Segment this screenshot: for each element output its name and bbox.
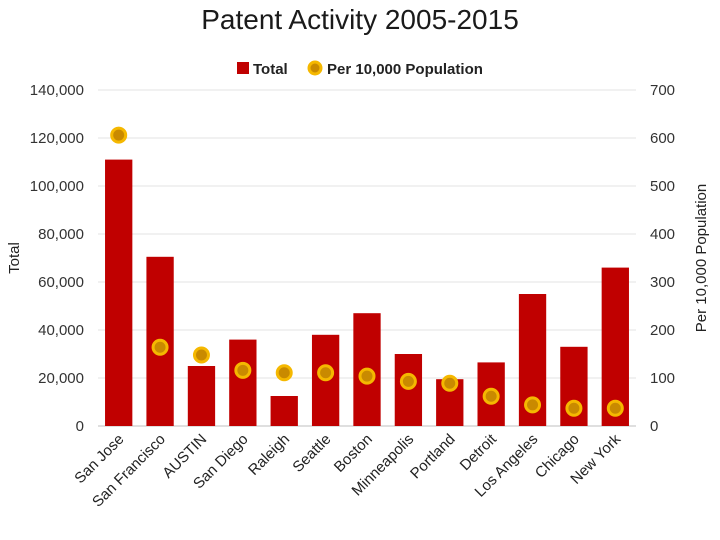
- left-tick-label: 0: [76, 418, 84, 435]
- point-raleigh: [275, 364, 293, 382]
- left-tick-label: 100,000: [30, 178, 84, 195]
- left-tick-label: 60,000: [38, 274, 84, 291]
- point-los-angeles: [524, 396, 542, 414]
- bar-austin: [187, 366, 216, 426]
- point-san-francisco: [151, 338, 169, 356]
- right-tick-label: 200: [650, 322, 675, 339]
- point-series-per-10000: [110, 126, 624, 417]
- category-label-portland: Portland: [407, 431, 459, 483]
- point-portland: [441, 374, 459, 392]
- right-tick-label: 600: [650, 130, 675, 147]
- right-axis-title: Per 10,000 Population: [693, 184, 710, 332]
- legend: Total Per 10,000 Population: [237, 60, 483, 78]
- bar-minneapolis: [394, 354, 423, 426]
- category-label-san-francisco: San Francisco: [89, 431, 169, 511]
- left-axis-ticks: 0 20,000 40,000 60,000 80,000 100,000 120,000 1…: [30, 82, 84, 435]
- legend-label-total: Total: [253, 61, 288, 78]
- legend-swatch-total: [237, 62, 249, 74]
- bar-new-york: [601, 267, 629, 426]
- point-boston: [358, 367, 376, 385]
- point-new-york: [606, 399, 624, 417]
- left-tick-label: 40,000: [38, 322, 84, 339]
- point-chicago: [565, 399, 583, 417]
- right-tick-label: 700: [650, 82, 675, 99]
- left-tick-label: 20,000: [38, 370, 84, 387]
- point-detroit: [482, 387, 500, 405]
- category-label-raleigh: Raleigh: [245, 431, 293, 479]
- point-austin: [192, 346, 210, 364]
- point-seattle: [317, 364, 335, 382]
- legend-label-per-10000: Per 10,000 Population: [327, 61, 483, 78]
- right-tick-label: 0: [650, 418, 658, 435]
- bar-san-jose: [105, 159, 133, 426]
- right-axis-ticks: 0 100 200 300 400 500 600 700: [650, 82, 675, 435]
- right-tick-label: 400: [650, 226, 675, 243]
- category-label-seattle: Seattle: [289, 431, 334, 476]
- point-san-diego: [234, 361, 252, 379]
- bar-series-total: [105, 159, 629, 426]
- right-tick-label: 300: [650, 274, 675, 291]
- left-axis-title: Total: [6, 242, 23, 274]
- chart-title: Patent Activity 2005-2015: [201, 4, 519, 35]
- left-tick-label: 80,000: [38, 226, 84, 243]
- legend-swatch-per-10000: [307, 60, 323, 76]
- bar-san-diego: [229, 339, 257, 426]
- right-tick-label: 100: [650, 370, 675, 387]
- left-tick-label: 120,000: [30, 130, 84, 147]
- point-san-jose: [110, 126, 128, 144]
- bar-raleigh: [270, 396, 298, 426]
- point-minneapolis: [399, 372, 417, 390]
- right-tick-label: 500: [650, 178, 675, 195]
- left-tick-label: 140,000: [30, 82, 84, 99]
